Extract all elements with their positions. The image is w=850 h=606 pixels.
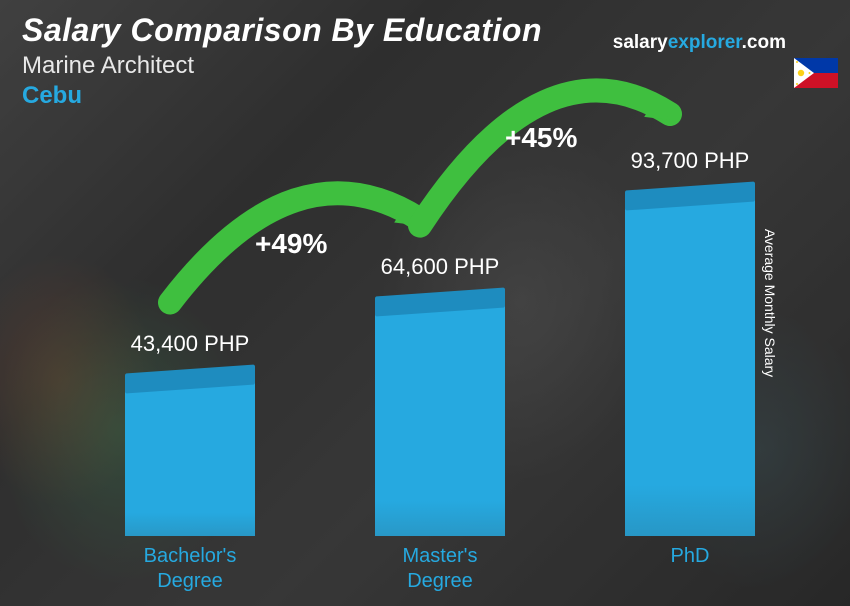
source-attribution: salaryexplorer.com	[613, 32, 786, 54]
bar-chart: 43,400 PHPBachelor's Degree64,600 PHPMas…	[60, 150, 790, 536]
arrows-overlay	[60, 90, 820, 550]
increase-label: +45%	[505, 122, 577, 154]
increase-arrow	[420, 90, 670, 225]
source-part2: explorer	[668, 32, 742, 53]
increase-label: +49%	[255, 228, 327, 260]
category-label: Bachelor's Degree	[144, 544, 237, 594]
chart-subtitle: Marine Architect	[22, 52, 194, 80]
source-part1: salary	[613, 32, 668, 53]
chart-title: Salary Comparison By Education	[22, 12, 542, 49]
source-part3: .com	[742, 32, 786, 53]
flag-icon	[794, 58, 838, 88]
category-label: Master's Degree	[403, 544, 478, 594]
